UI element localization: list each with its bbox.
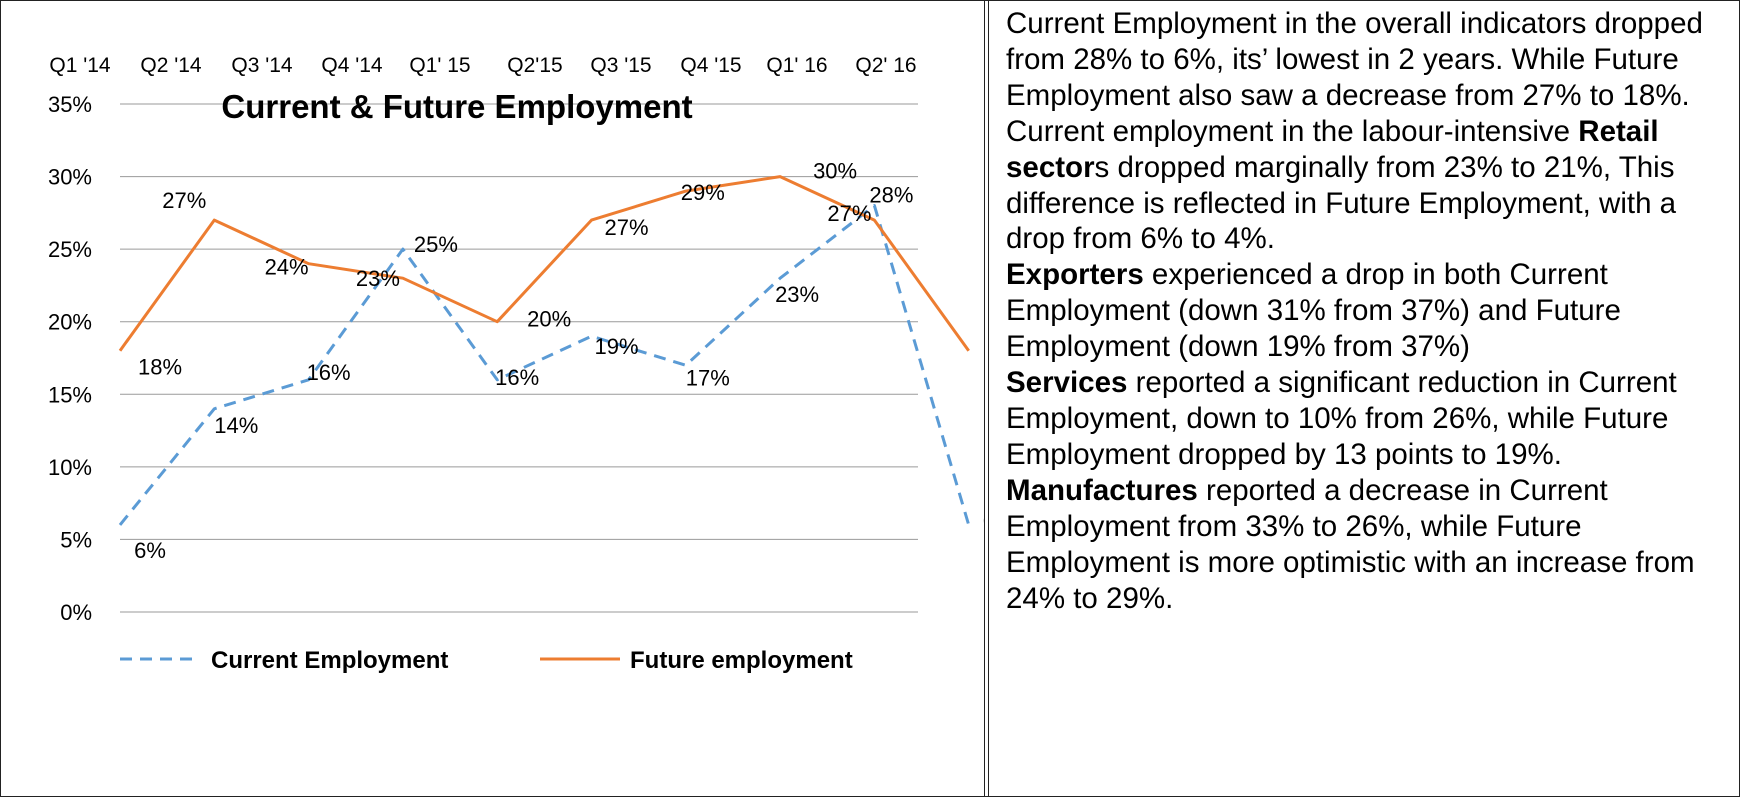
series-points <box>119 176 969 526</box>
data-label: 16% <box>307 360 351 385</box>
data-label: 23% <box>775 282 819 307</box>
y-tick-label: 5% <box>60 527 92 552</box>
y-tick-label: 0% <box>60 600 92 625</box>
x-category-label: Q2 '14 <box>140 54 202 77</box>
x-category-label: Q3 '14 <box>231 54 293 77</box>
series-line-future-employment <box>118 175 970 352</box>
employment-line-chart: 35% 30% 25% 20% 15% 10% 5% 0% Q1 '14 Q2 '14 Q3 '1… <box>48 54 984 674</box>
data-labels: 6% 14% 16% 25% 16% 19% 17% 23% 28% 6% 18% 27% 24% 23%… <box>134 159 984 563</box>
commentary-text-6: reported a decrease in Current Employmen… <box>1006 473 1695 615</box>
data-label: 17% <box>686 365 730 390</box>
y-tick-label: 10% <box>48 455 92 480</box>
x-category-label: Q4 '14 <box>321 54 383 77</box>
commentary-text-5: reported a significant reduction in Curr… <box>1006 366 1677 471</box>
x-category-label: Q3 '15 <box>590 54 651 77</box>
commentary-text-1: Current Employment in the overall indica… <box>1006 7 1703 112</box>
commentary-bold-exporters: Exporters <box>1006 258 1144 292</box>
data-label: 6% <box>134 538 166 563</box>
data-label: 20% <box>527 307 571 332</box>
data-label: 16% <box>495 365 539 390</box>
commentary-panel: Current Employment in the overall indica… <box>1006 6 1736 616</box>
x-category-label: Q1' 15 <box>409 54 470 77</box>
commentary-bold-retail: Retail sector <box>1006 114 1659 184</box>
data-label: 18% <box>138 355 182 380</box>
data-label: 25% <box>414 232 458 257</box>
y-tick-label: 30% <box>48 165 92 190</box>
commentary-bold-manufactures: Manufactures <box>1006 473 1198 507</box>
legend-label-current: Current Employment <box>211 647 448 674</box>
y-axis-ticks: 35% 30% 25% 20% 15% 10% 5% 0% <box>48 92 92 625</box>
x-category-label: Q2'15 <box>507 54 562 77</box>
chart-title: Current & Future Employment <box>221 88 692 125</box>
column-divider <box>988 0 989 797</box>
legend-label-future: Future employment <box>630 647 853 674</box>
y-tick-label: 20% <box>48 310 92 335</box>
data-label: 23% <box>356 266 400 291</box>
x-category-label: Q1' 16 <box>766 54 827 77</box>
data-label: 6% <box>983 508 984 533</box>
chart-panel: 35% 30% 25% 20% 15% 10% 5% 0% Q1 '14 Q2 '14 Q3 '1… <box>48 0 985 797</box>
legend: Current Employment Future employment <box>120 647 853 674</box>
x-axis-categories: Q1 '14 Q2 '14 Q3 '14 Q4 '14 Q1' 15 Q2'15 Q3 '… <box>49 54 916 77</box>
gridlines <box>120 103 918 613</box>
x-category-label: Q2' 16 <box>855 54 916 77</box>
y-tick-label: 25% <box>48 237 92 262</box>
data-label: 27% <box>827 201 871 226</box>
data-label: 28% <box>869 183 913 208</box>
commentary-text-2: Current employment in the labour-intensi… <box>1006 114 1579 148</box>
data-label: 30% <box>813 159 857 184</box>
data-label: 19% <box>594 334 638 359</box>
data-label: 29% <box>681 180 725 205</box>
y-tick-label: 15% <box>48 382 92 407</box>
data-label: 27% <box>604 215 648 240</box>
commentary-bold-services: Services <box>1006 366 1128 400</box>
commentary-text-3: s dropped marginally from 23% to 21%, Th… <box>1006 150 1677 256</box>
commentary-paragraph-1: Current Employment in the overall indica… <box>1006 6 1736 114</box>
data-label: 14% <box>214 413 258 438</box>
commentary-paragraph-2: Current employment in the labour-intensi… <box>1006 114 1736 258</box>
data-label: 24% <box>265 255 309 280</box>
x-category-label: Q4 '15 <box>680 54 741 77</box>
x-category-label: Q1 '14 <box>49 54 111 77</box>
commentary-paragraph-4: Services reported a significant reductio… <box>1006 365 1736 473</box>
y-tick-label: 35% <box>48 92 92 117</box>
commentary-paragraph-5: Manufactures reported a decrease in Curr… <box>1006 473 1736 617</box>
commentary-paragraph-3: Exporters experienced a drop in both Cur… <box>1006 257 1736 365</box>
series-lines <box>118 175 971 526</box>
data-label: 27% <box>162 188 206 213</box>
series-line-current-employment <box>118 204 971 526</box>
commentary-text-4: experienced a drop in both Current Emplo… <box>1006 258 1621 364</box>
